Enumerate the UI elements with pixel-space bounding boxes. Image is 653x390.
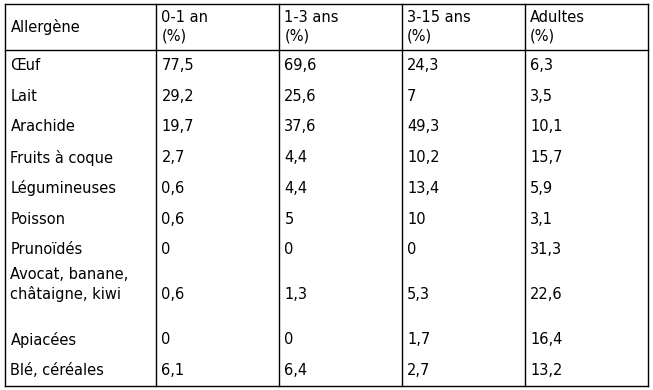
Text: 24,3: 24,3: [407, 58, 439, 73]
Text: 10,1: 10,1: [530, 119, 563, 134]
Text: Légumineuses: Légumineuses: [10, 181, 116, 197]
Text: 4,4: 4,4: [284, 181, 308, 196]
Text: 0: 0: [284, 243, 294, 257]
Text: 7: 7: [407, 89, 417, 103]
Text: 6,1: 6,1: [161, 363, 185, 378]
Text: 6,4: 6,4: [284, 363, 308, 378]
Text: 25,6: 25,6: [284, 89, 317, 103]
Text: 13,2: 13,2: [530, 363, 562, 378]
Text: 4,4: 4,4: [284, 150, 308, 165]
Text: 77,5: 77,5: [161, 58, 194, 73]
Text: Arachide: Arachide: [10, 119, 75, 134]
Text: 37,6: 37,6: [284, 119, 317, 134]
Text: 15,7: 15,7: [530, 150, 563, 165]
Text: 10,2: 10,2: [407, 150, 440, 165]
Text: Blé, céréales: Blé, céréales: [10, 363, 104, 378]
Text: 29,2: 29,2: [161, 89, 194, 103]
Text: 16,4: 16,4: [530, 332, 562, 347]
Text: 0: 0: [161, 332, 171, 347]
Text: Adultes
(%): Adultes (%): [530, 10, 585, 44]
Text: Poisson: Poisson: [10, 212, 65, 227]
Text: 3,5: 3,5: [530, 89, 553, 103]
Text: 5: 5: [284, 212, 294, 227]
Text: 0-1 an
(%): 0-1 an (%): [161, 10, 208, 44]
Text: 1,3: 1,3: [284, 287, 308, 302]
Text: Œuf: Œuf: [10, 58, 40, 73]
Text: 3,1: 3,1: [530, 212, 553, 227]
Text: 13,4: 13,4: [407, 181, 439, 196]
Text: 22,6: 22,6: [530, 287, 563, 302]
Text: 2,7: 2,7: [161, 150, 185, 165]
Text: 19,7: 19,7: [161, 119, 194, 134]
Text: 0,6: 0,6: [161, 181, 185, 196]
Text: 1-3 ans
(%): 1-3 ans (%): [284, 10, 339, 44]
Text: Lait: Lait: [10, 89, 37, 103]
Text: Avocat, banane,
châtaigne, kiwi: Avocat, banane, châtaigne, kiwi: [10, 267, 129, 302]
Text: 0: 0: [161, 243, 171, 257]
Text: 31,3: 31,3: [530, 243, 562, 257]
Text: 49,3: 49,3: [407, 119, 439, 134]
Text: 69,6: 69,6: [284, 58, 317, 73]
Text: 6,3: 6,3: [530, 58, 553, 73]
Text: 3-15 ans
(%): 3-15 ans (%): [407, 10, 471, 44]
Text: Apiacées: Apiacées: [10, 332, 76, 348]
Text: 5,3: 5,3: [407, 287, 430, 302]
Text: 10: 10: [407, 212, 426, 227]
Text: 0,6: 0,6: [161, 287, 185, 302]
Text: 0,6: 0,6: [161, 212, 185, 227]
Text: 2,7: 2,7: [407, 363, 430, 378]
Text: Prunoïdés: Prunoïdés: [10, 243, 83, 257]
Text: Fruits à coque: Fruits à coque: [10, 150, 114, 166]
Text: Allergène: Allergène: [10, 19, 80, 35]
Text: 0: 0: [407, 243, 417, 257]
Text: 5,9: 5,9: [530, 181, 553, 196]
Text: 1,7: 1,7: [407, 332, 430, 347]
Text: 0: 0: [284, 332, 294, 347]
